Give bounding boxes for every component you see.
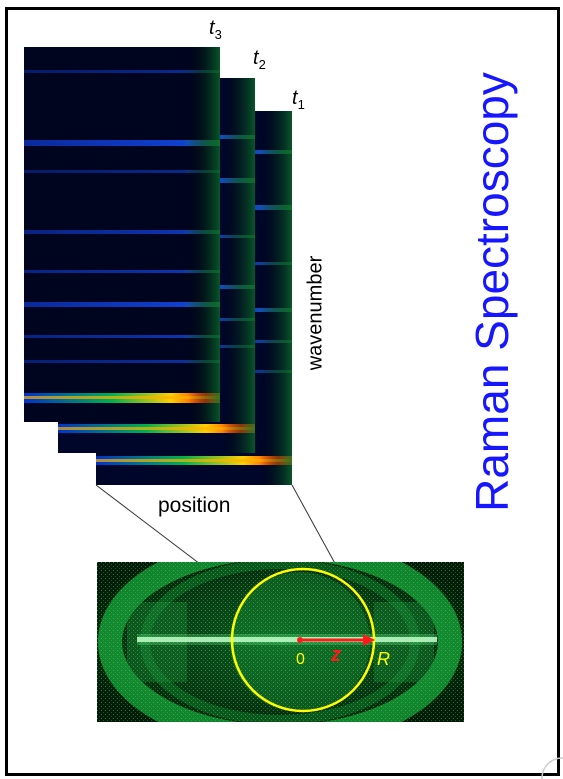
wavenumber-axis-label: wavenumber bbox=[304, 255, 327, 371]
corner-mark bbox=[541, 757, 563, 779]
figure-title: Raman Spectroscopy bbox=[466, 72, 518, 512]
z-arrow-head bbox=[363, 634, 375, 646]
time-label-t3: t3 bbox=[209, 17, 222, 42]
time-label-t2: t2 bbox=[253, 47, 266, 72]
time-label-t1: t1 bbox=[292, 87, 305, 112]
spectrum-frame-t3 bbox=[24, 47, 220, 422]
origin-label: 0 bbox=[296, 651, 305, 668]
radius-label: R bbox=[377, 649, 390, 669]
apparatus-photo bbox=[97, 562, 464, 722]
position-axis-label: position bbox=[158, 494, 231, 517]
z-label: z bbox=[331, 644, 341, 666]
